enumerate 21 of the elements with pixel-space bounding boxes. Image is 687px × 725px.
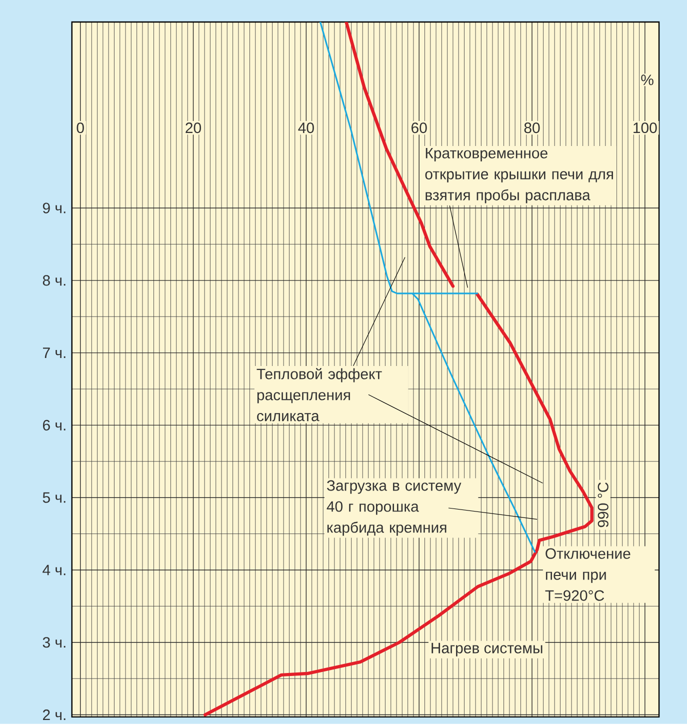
y-tick-label: 9 ч.	[42, 202, 66, 214]
annotation: Отключение печи при T=920°C	[545, 548, 630, 601]
x-axis-title: %	[641, 74, 654, 86]
x-tick-label: 20	[186, 122, 202, 134]
x-tick-label: 80	[524, 122, 540, 134]
annotation: Загрузка в систему 40 г порошка карбида кремния	[326, 480, 462, 536]
x-tick-label: 0	[76, 122, 84, 134]
annotation: Тепловой эффект расщепления силиката	[256, 368, 382, 422]
y-tick-label: 7 ч.	[43, 348, 66, 358]
annotation: 990 °C	[598, 482, 608, 528]
annotation: Нагрев системы	[432, 642, 542, 656]
y-tick-label: 5 ч.	[42, 492, 66, 503]
x-tick-label: 40	[298, 122, 314, 134]
x-tick-label: 60	[412, 122, 427, 134]
y-tick-label: 2 ч.	[43, 710, 66, 720]
y-tick-label: 3 ч.	[42, 637, 66, 648]
x-tick-label: 100	[634, 122, 657, 134]
y-tick-label: 8 ч.	[42, 275, 66, 286]
annotation: Кратковременное открытие крышки печи для взятия пробы расплава	[425, 148, 613, 204]
y-tick-label: 4 ч.	[42, 564, 66, 576]
y-tick-label: 6 ч.	[43, 420, 66, 430]
